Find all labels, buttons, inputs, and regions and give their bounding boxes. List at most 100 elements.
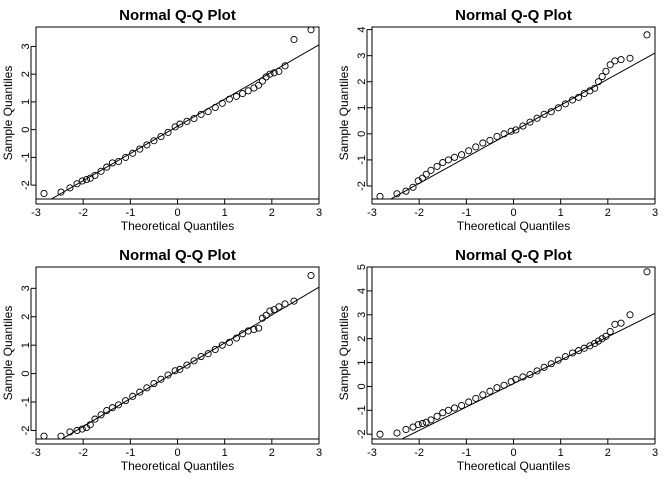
data-point [211, 103, 219, 112]
y-tick-label: 0 [20, 371, 32, 377]
data-point [580, 89, 588, 98]
plot-frame [371, 266, 656, 440]
x-tick-label: -2 [78, 447, 88, 459]
data-point [591, 339, 599, 347]
chart-title: Normal Q-Q Plot [119, 7, 236, 24]
y-tick-label: 3 [20, 43, 32, 49]
data-point [218, 341, 226, 349]
x-tick-label: -3 [31, 447, 41, 459]
data-point [594, 337, 602, 345]
data-point [197, 353, 205, 361]
data-point [157, 133, 165, 141]
data-point [594, 78, 602, 86]
data-point [500, 381, 508, 389]
data-point [114, 401, 123, 409]
data-point [57, 188, 65, 196]
data-point [598, 72, 606, 81]
data-point [418, 419, 427, 428]
y-tick-label: -2 [20, 426, 32, 436]
x-tick-label: 0 [174, 447, 180, 459]
data-point [606, 327, 614, 336]
y-axis-label: Sample Quantiles [337, 306, 351, 401]
data-point [458, 402, 466, 410]
data-point [402, 187, 410, 195]
y-tick-label: 2 [20, 71, 32, 77]
data-point [211, 345, 219, 353]
data-point [250, 84, 258, 92]
data-point [244, 87, 252, 95]
y-tick-label: -2 [356, 429, 368, 439]
x-axis-label: Theoretical Quantiles [121, 459, 234, 473]
y-tick-label: 1 [20, 99, 32, 105]
data-point [204, 350, 212, 358]
data-point [472, 394, 480, 402]
data-point [190, 357, 198, 365]
data-point [450, 153, 459, 161]
data-point [533, 114, 541, 122]
x-tick-label: 0 [510, 447, 516, 459]
data-point [164, 371, 172, 379]
data-point [414, 421, 422, 429]
data-point [418, 174, 427, 182]
y-tick-label: 4 [356, 288, 368, 294]
data-point [643, 31, 651, 39]
data-point [479, 391, 487, 399]
data-point [427, 416, 435, 424]
data-point [136, 388, 144, 396]
data-point [40, 189, 48, 198]
chart-title: Normal Q-Q Plot [455, 247, 572, 264]
data-point [239, 330, 247, 338]
data-point [103, 407, 111, 415]
data-point [122, 153, 130, 161]
data-point [129, 149, 137, 157]
x-tick-label: -2 [414, 207, 424, 219]
data-point [547, 360, 555, 368]
data-point [239, 90, 247, 98]
x-tick-label: 2 [605, 447, 611, 459]
data-point [82, 176, 91, 184]
data-point [626, 54, 634, 62]
data-point [540, 110, 548, 118]
x-tick-label: 0 [510, 207, 516, 219]
data-point [444, 406, 452, 414]
data-point [617, 56, 625, 64]
data-point [568, 96, 577, 104]
data-point [266, 307, 274, 315]
data-point [204, 108, 212, 116]
data-point [78, 425, 86, 433]
x-tick-label: 2 [269, 447, 275, 459]
data-point [519, 122, 527, 130]
x-tick-label: -2 [414, 447, 424, 459]
data-point [591, 84, 599, 92]
y-tick-label: 2 [20, 314, 32, 320]
data-point [57, 432, 65, 439]
x-tick-label: 2 [269, 207, 275, 219]
plot-area [40, 27, 319, 199]
x-tick-label: -1 [125, 207, 135, 219]
data-point [307, 271, 315, 280]
data-point [129, 392, 137, 400]
y-tick-label: 3 [20, 285, 32, 291]
data-point [450, 404, 459, 412]
x-tick-label: 3 [316, 447, 322, 459]
data-point [493, 384, 501, 392]
data-point [190, 114, 198, 123]
data-point [225, 95, 233, 103]
x-tick-label: 1 [222, 447, 228, 459]
data-point [73, 426, 81, 435]
data-point [472, 143, 480, 151]
data-point [540, 363, 548, 371]
data-point [40, 432, 48, 439]
data-point [258, 77, 266, 85]
plot-frame [371, 26, 656, 200]
data-point [157, 375, 165, 383]
data-point [507, 127, 515, 135]
data-point [554, 356, 562, 364]
x-tick-label: 1 [558, 207, 564, 219]
x-tick-label: 3 [316, 207, 322, 219]
data-point [626, 311, 634, 319]
data-point [197, 110, 205, 118]
data-point [512, 126, 520, 134]
data-point [266, 70, 274, 78]
